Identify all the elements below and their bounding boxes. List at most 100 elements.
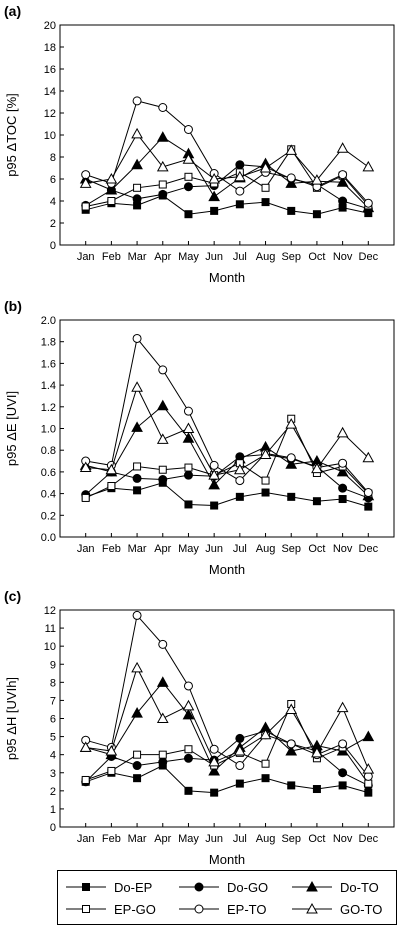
y-tick-label: 20: [44, 20, 56, 32]
data-point: [311, 174, 323, 185]
y-tick-label: 12: [44, 605, 56, 617]
x-tick-label: Feb: [102, 543, 121, 555]
data-point: [208, 469, 221, 480]
data-point: [338, 768, 348, 778]
data-point: [210, 206, 219, 215]
legend-marker: [82, 883, 90, 891]
data-point: [105, 745, 118, 756]
series-do-go: [81, 726, 373, 790]
data-point: [133, 774, 142, 783]
series-do-to: [79, 131, 375, 213]
data-point: [287, 492, 296, 501]
data-point: [182, 708, 195, 720]
y-tick-label: 0.4: [41, 489, 56, 501]
legend-marker: [82, 905, 90, 913]
data-point: [158, 750, 167, 759]
data-point: [287, 206, 296, 215]
legend-marker: [306, 880, 318, 892]
y-tick-label: 8: [50, 152, 56, 164]
series-line: [85, 385, 369, 476]
panel-label: (b): [4, 298, 22, 314]
data-point: [81, 202, 90, 211]
x-tick-label: Aug: [256, 543, 276, 555]
data-point: [183, 182, 193, 192]
x-tick-label: Jun: [205, 833, 223, 845]
y-tick-label: 9: [50, 659, 56, 671]
data-point: [235, 733, 245, 743]
y-tick-label: 2: [50, 786, 56, 798]
data-point: [261, 183, 270, 192]
data-point: [79, 741, 92, 752]
data-point: [158, 465, 167, 474]
data-point: [261, 476, 270, 485]
data-point: [184, 745, 193, 754]
series-do-to: [79, 676, 375, 776]
x-tick-label: Nov: [333, 543, 353, 555]
legend-item-do-go: Do-GO: [179, 880, 268, 895]
data-point: [79, 177, 92, 188]
data-point: [338, 483, 348, 493]
data-point: [285, 418, 298, 429]
data-point: [132, 96, 142, 106]
data-point: [156, 131, 169, 142]
data-point: [208, 764, 221, 776]
data-point: [184, 210, 193, 219]
data-point: [336, 701, 349, 713]
series-line: [85, 194, 369, 215]
data-point: [158, 639, 168, 649]
data-point: [156, 160, 169, 172]
x-tick-label: Aug: [256, 251, 276, 263]
data-point: [208, 172, 221, 184]
data-point: [132, 610, 142, 620]
data-point: [132, 194, 142, 204]
series-line: [85, 100, 369, 204]
x-tick-label: May: [178, 543, 199, 555]
x-tick-label: Jan: [77, 543, 95, 555]
y-axis-label: p95 ΔH [UVIh]: [4, 677, 19, 760]
x-axis-label: Month: [209, 562, 245, 577]
y-tick-label: 1: [50, 804, 56, 816]
data-point: [338, 495, 347, 504]
data-point: [184, 463, 193, 472]
data-point: [235, 779, 244, 788]
series-ep-go: [81, 700, 373, 788]
data-point: [183, 470, 193, 480]
data-point: [131, 421, 143, 432]
x-tick-label: Jun: [205, 543, 223, 555]
data-point: [183, 406, 193, 416]
data-point: [235, 160, 245, 170]
legend-label: GO-TO: [340, 902, 382, 917]
series-do-ep: [81, 761, 373, 797]
data-point: [107, 482, 116, 491]
y-tick-label: 1.4: [41, 380, 56, 392]
legend-marker: [194, 904, 204, 914]
data-point: [338, 781, 347, 790]
y-tick-label: 16: [44, 64, 56, 76]
y-tick-label: 10: [44, 130, 56, 142]
y-tick-label: 0.6: [41, 467, 56, 479]
y-tick-label: 12: [44, 108, 56, 120]
legend-label: Do-EP: [114, 880, 152, 895]
data-point: [182, 432, 195, 443]
data-point: [261, 759, 270, 768]
data-point: [286, 173, 296, 183]
series-line: [85, 730, 369, 786]
data-point: [158, 189, 168, 199]
legend-label: Do-GO: [227, 880, 268, 895]
data-point: [105, 172, 118, 184]
x-tick-label: Jun: [205, 251, 223, 263]
data-point: [184, 172, 193, 181]
data-point: [158, 180, 167, 189]
data-point: [261, 488, 270, 497]
x-tick-label: Jul: [233, 833, 247, 845]
data-point: [210, 788, 219, 797]
panel-label: (c): [4, 588, 21, 604]
data-point: [362, 730, 375, 742]
y-tick-label: 14: [44, 86, 56, 98]
data-point: [362, 763, 375, 774]
data-point: [133, 462, 142, 471]
x-tick-label: Apr: [154, 251, 171, 263]
data-point: [364, 779, 373, 788]
series-line: [85, 666, 369, 770]
